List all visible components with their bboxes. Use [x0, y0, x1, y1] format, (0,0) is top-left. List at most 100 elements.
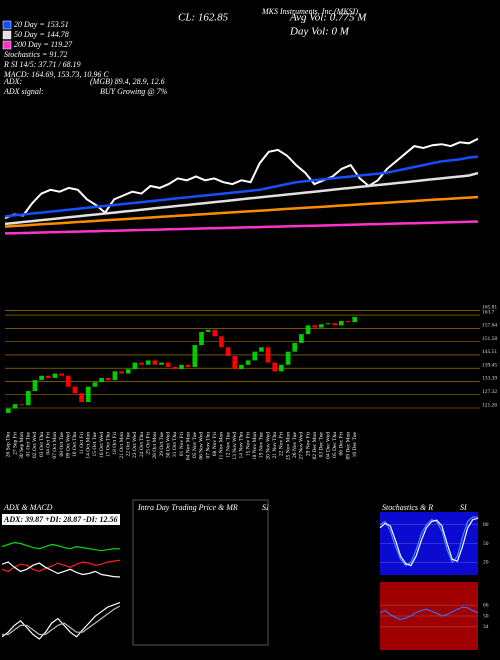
series-line — [379, 606, 479, 621]
candle-body — [159, 362, 164, 365]
x-tick-label: 10 Oct Thu — [72, 432, 78, 457]
x-tick-label: 18 Oct Fri — [112, 432, 118, 455]
candle-body — [319, 324, 324, 328]
x-tick-label: 27 Sep Fri — [12, 432, 18, 455]
x-tick-label: 17 Oct Thu — [106, 432, 112, 457]
series-line — [379, 517, 479, 567]
annotation: Avg Vol: 0.775 M — [289, 12, 367, 24]
candle-body — [212, 329, 218, 337]
x-tick-label: 02 Dec Mon — [312, 432, 318, 460]
candle-body — [72, 386, 78, 394]
candle-body — [45, 375, 51, 378]
panel-subtitle: SI — [460, 503, 467, 512]
y-tick-label: 34 — [483, 624, 489, 630]
candle-body — [199, 331, 204, 346]
candle-body — [245, 360, 251, 365]
series-line — [2, 605, 121, 636]
candle-body — [219, 336, 224, 348]
y-tick-label: 139.45 — [482, 362, 497, 368]
y-tick-label: 50 — [483, 613, 489, 619]
x-tick-label: 31 Oct Thu — [172, 432, 178, 457]
x-tick-label: 06 Nov Wed — [199, 432, 205, 460]
x-tick-label: 24 Oct Thu — [139, 432, 145, 457]
x-tick-label: 04 Nov Mon — [185, 432, 191, 460]
candle-body — [352, 316, 358, 323]
candle-body — [252, 351, 258, 361]
candle-body — [272, 362, 278, 372]
x-tick-label: 04 Dec Wed — [325, 432, 331, 459]
y-tick-label: 151.58 — [482, 336, 497, 342]
candle-body — [259, 347, 264, 352]
x-tick-label: 04 Oct Fri — [46, 432, 52, 455]
x-tick-label: 12 Nov Tue — [225, 431, 231, 458]
candle-body — [265, 347, 271, 363]
intraday-frame — [132, 499, 269, 646]
x-tick-label: 21 Nov Thu — [272, 432, 278, 459]
candle-body — [299, 334, 304, 343]
y-tick-label: 121.26 — [482, 402, 497, 408]
candle-body — [145, 360, 151, 365]
y-tick-label: 80 — [483, 522, 489, 528]
x-tick-label: 28 Oct Mon — [152, 432, 158, 459]
x-tick-label: 05 Nov Tue — [192, 431, 198, 458]
y-tick-label: 50 — [483, 541, 489, 547]
candle-body — [19, 404, 24, 406]
legend-label: 50 Day = 144.78 — [14, 30, 69, 39]
x-tick-label: 02 Oct Wed — [32, 432, 38, 458]
x-tick-label: 29 Oct Tue — [159, 431, 165, 456]
annotation: Day Vol: 0 M — [289, 26, 350, 38]
x-tick-label: 14 Nov Thu — [239, 432, 245, 459]
series-line — [1, 541, 121, 552]
x-tick-label: 03 Oct Thu — [39, 432, 45, 457]
candle-body — [59, 373, 64, 376]
panel-title: Intra Day Trading Price & MR — [137, 503, 238, 512]
candle-body — [225, 347, 231, 357]
x-tick-label: 07 Nov Thu — [205, 432, 211, 459]
y-tick-label: 165.81 — [482, 305, 497, 311]
x-tick-label: 22 Oct Tue — [125, 431, 131, 456]
annotation: ADX: — [3, 77, 23, 86]
x-tick-label: 08 Oct Tue — [59, 431, 65, 456]
series-line — [4, 220, 479, 235]
x-tick-label: 29 Nov Fri — [305, 432, 311, 457]
candle-body — [39, 375, 44, 381]
candle-body — [325, 323, 331, 325]
x-tick-label: 30 Oct Wed — [165, 432, 171, 458]
candle-body — [25, 391, 31, 406]
candle-body — [12, 404, 18, 409]
x-tick-label: 13 Nov Wed — [232, 432, 238, 460]
x-tick-label: 11 Oct Fri — [79, 432, 85, 455]
x-tick-label: 23 Oct Wed — [132, 432, 138, 458]
candle-body — [79, 393, 84, 403]
candle-body — [172, 366, 178, 370]
candle-body — [179, 364, 184, 370]
x-tick-label: 05 Dec Thu — [332, 432, 338, 458]
x-tick-label: 25 Oct Fri — [145, 432, 151, 455]
candle-body — [339, 320, 344, 326]
candle-body — [132, 362, 138, 370]
y-tick-label: 145.51 — [482, 349, 497, 355]
candle-body — [345, 320, 351, 323]
annotation: CL: 162.85 — [178, 12, 229, 24]
x-tick-label: 15 Nov Fri — [245, 432, 251, 457]
x-tick-label: 11 Nov Mon — [219, 432, 225, 460]
y-tick-label: 66 — [483, 602, 489, 608]
candle-body — [305, 325, 311, 335]
legend-swatch — [2, 40, 12, 50]
candle-body — [312, 325, 318, 328]
x-tick-label: 09 Oct Wed — [66, 432, 72, 458]
candle-body — [332, 323, 338, 326]
series-line — [1, 559, 121, 573]
x-tick-label: 20 Nov Wed — [265, 432, 271, 460]
legend-swatch — [2, 30, 12, 40]
series-line — [1, 602, 121, 640]
candle-body — [139, 362, 144, 365]
series-line — [379, 516, 479, 567]
series-line — [4, 155, 479, 218]
x-tick-label: 25 Nov Mon — [285, 432, 291, 460]
annotation: MACD: 164.69, 153.73, 10.96 C — [3, 70, 109, 79]
x-tick-label: 03 Dec Tue — [319, 431, 325, 457]
series-line — [1, 561, 121, 578]
price-line — [4, 137, 479, 220]
